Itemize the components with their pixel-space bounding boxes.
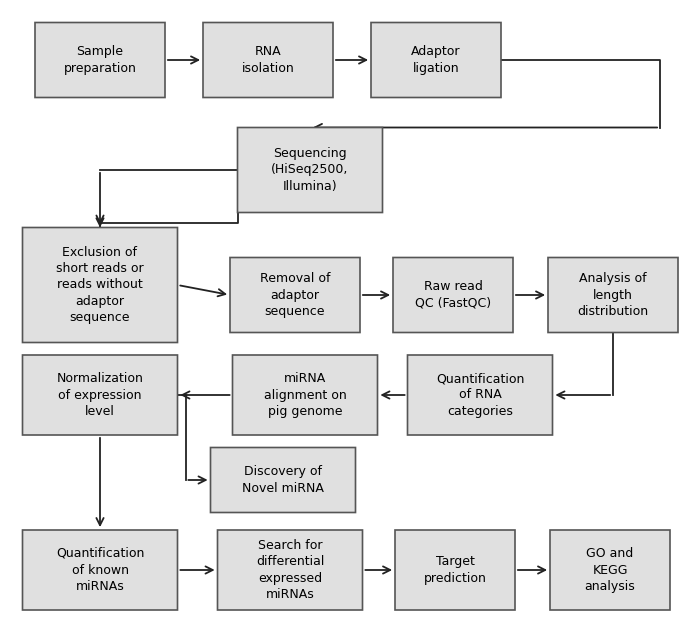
FancyBboxPatch shape [211, 447, 356, 513]
Text: Quantification
of known
miRNAs: Quantification of known miRNAs [56, 547, 144, 593]
FancyBboxPatch shape [35, 23, 165, 97]
FancyBboxPatch shape [550, 530, 670, 610]
FancyBboxPatch shape [395, 530, 515, 610]
Text: Discovery of
Novel miRNA: Discovery of Novel miRNA [242, 465, 324, 495]
FancyBboxPatch shape [238, 128, 382, 212]
Text: Exclusion of
short reads or
reads without
adaptor
sequence: Exclusion of short reads or reads withou… [56, 245, 144, 324]
Text: Quantification
of RNA
categories: Quantification of RNA categories [436, 372, 524, 418]
FancyBboxPatch shape [371, 23, 501, 97]
Text: Removal of
adaptor
sequence: Removal of adaptor sequence [260, 272, 330, 318]
Text: Sequencing
(HiSeq2500,
Illumina): Sequencing (HiSeq2500, Illumina) [271, 147, 349, 193]
FancyBboxPatch shape [22, 530, 177, 610]
FancyBboxPatch shape [22, 228, 177, 343]
Text: miRNA
alignment on
pig genome: miRNA alignment on pig genome [263, 372, 346, 418]
Text: Normalization
of expression
level: Normalization of expression level [56, 372, 143, 418]
Text: GO and
KEGG
analysis: GO and KEGG analysis [584, 547, 635, 593]
Text: Sample
preparation: Sample preparation [63, 46, 136, 75]
Text: Analysis of
length
distribution: Analysis of length distribution [578, 272, 648, 318]
FancyBboxPatch shape [203, 23, 333, 97]
FancyBboxPatch shape [407, 355, 553, 435]
FancyBboxPatch shape [22, 355, 177, 435]
Text: Target
prediction: Target prediction [423, 556, 486, 585]
FancyBboxPatch shape [393, 257, 513, 332]
Text: RNA
isolation: RNA isolation [242, 46, 295, 75]
FancyBboxPatch shape [233, 355, 377, 435]
Text: Adaptor
ligation: Adaptor ligation [411, 46, 461, 75]
Text: Search for
differential
expressed
miRNAs: Search for differential expressed miRNAs [256, 538, 324, 601]
FancyBboxPatch shape [230, 257, 360, 332]
Text: Raw read
QC (FastQC): Raw read QC (FastQC) [415, 280, 491, 310]
FancyBboxPatch shape [218, 530, 363, 610]
FancyBboxPatch shape [548, 257, 678, 332]
